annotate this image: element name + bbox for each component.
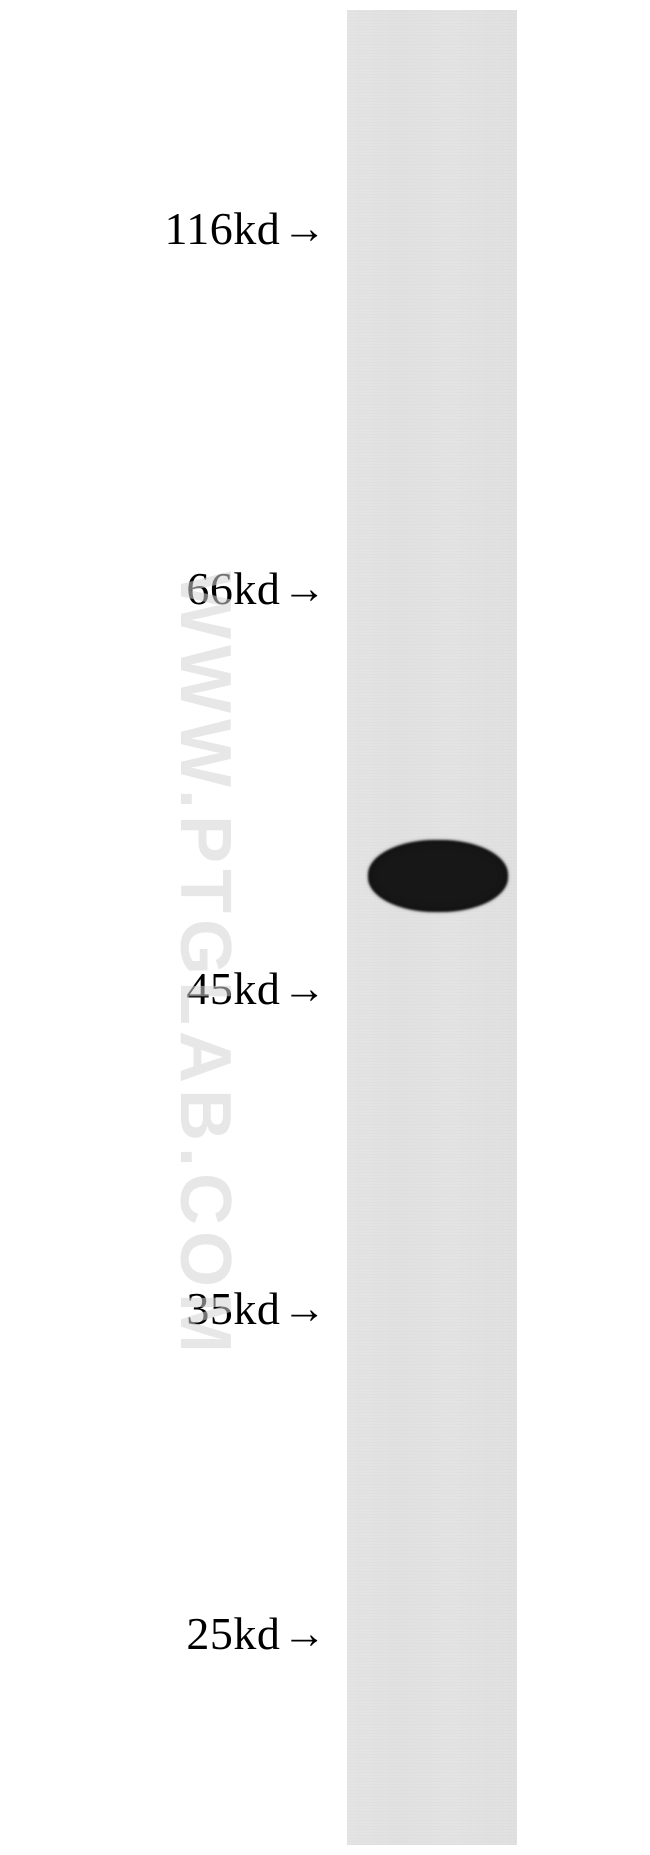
mw-marker-label: 116kd	[165, 202, 281, 255]
arrow-right-icon: →	[282, 204, 326, 254]
mw-marker-label: 45kd	[186, 962, 280, 1015]
mw-marker-66kd: 66kd→	[186, 562, 326, 615]
mw-marker-label: 35kd	[186, 1282, 280, 1335]
arrow-right-icon: →	[282, 1609, 326, 1659]
blot-figure: 116kd→66kd→45kd→35kd→25kd→ WWW.PTGLAB.CO…	[0, 0, 650, 1855]
blot-lane	[347, 10, 517, 1845]
mw-marker-45kd: 45kd→	[186, 962, 326, 1015]
mw-marker-label: 25kd	[186, 1607, 280, 1660]
arrow-right-icon: →	[282, 964, 326, 1014]
mw-marker-116kd: 116kd→	[165, 202, 326, 255]
protein-band	[368, 840, 508, 912]
mw-marker-label: 66kd	[186, 562, 280, 615]
mw-marker-35kd: 35kd→	[186, 1282, 326, 1335]
arrow-right-icon: →	[282, 564, 326, 614]
mw-marker-25kd: 25kd→	[186, 1607, 326, 1660]
arrow-right-icon: →	[282, 1284, 326, 1334]
